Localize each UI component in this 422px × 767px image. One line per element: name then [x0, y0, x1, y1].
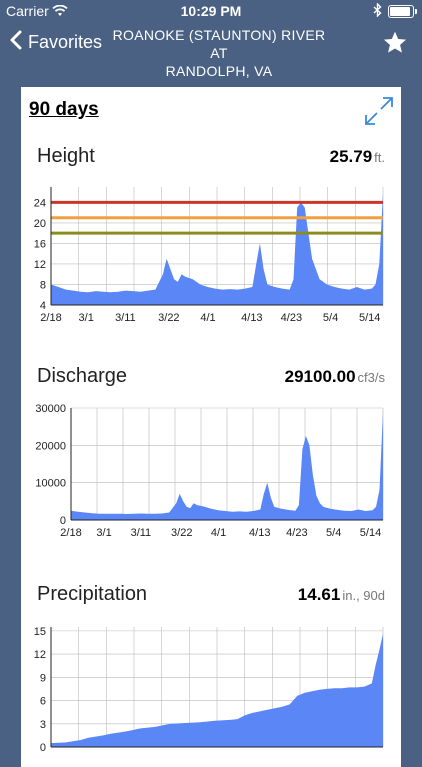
height-x-tick-label: 3/11 [115, 312, 136, 324]
back-button-label: Favorites [28, 32, 103, 52]
precipitation-y-tick-label: 9 [40, 672, 46, 684]
back-button[interactable]: Favorites [10, 30, 102, 55]
height-value: 25.79 ft. [330, 147, 385, 167]
battery-icon [388, 5, 417, 18]
precipitation-y-tick-label: 12 [34, 649, 46, 661]
precipitation-value: 14.61 in., 90d [298, 585, 385, 605]
precipitation-series-area [51, 633, 383, 747]
height-x-tick-label: 3/1 [79, 312, 94, 324]
discharge-x-tick-label: 3/22 [171, 527, 192, 539]
precipitation-title: Precipitation [37, 583, 148, 605]
discharge-y-tick-label: 20000 [35, 440, 66, 452]
height-x-tick-label: 4/1 [200, 312, 215, 324]
height-chart: 4 8 12 16 20 24 2/18 3/1 3/11 3/22 4/1 4/13 4/23 5/4 5… [34, 187, 384, 324]
chevron-left-icon [10, 30, 22, 55]
river-card: 90 days Height 25.79 ft. 4 8 12 16 20 24 2/18 3/… [21, 87, 401, 767]
range-label[interactable]: 90 days [29, 99, 99, 120]
discharge-x-tick-label: 4/13 [249, 527, 270, 539]
height-x-tick-label: 5/14 [359, 312, 380, 324]
height-title: Height [37, 145, 95, 167]
discharge-chart: 0 10000 20000 30000 2/18 3/1 3/11 3/22 4/1 4/13 4/… [35, 403, 384, 539]
discharge-x-tick-label: 5/14 [360, 527, 381, 539]
discharge-value-number: 29100.00 [284, 367, 356, 386]
height-x-tick-label: 5/4 [323, 312, 338, 324]
status-bar: Carrier 10:29 PM [0, 0, 422, 22]
discharge-x-tick-label: 5/4 [326, 527, 341, 539]
precipitation-y-tick-label: 15 [34, 626, 46, 638]
clock: 10:29 PM [180, 3, 242, 19]
height-y-tick-label: 4 [40, 300, 46, 312]
precipitation-y-tick-label: 3 [40, 719, 46, 731]
height-y-tick-label: 16 [34, 238, 46, 250]
carrier-label: Carrier [6, 3, 49, 19]
height-value-number: 25.79 [329, 147, 373, 166]
discharge-x-tick-label: 3/11 [131, 527, 152, 539]
wifi-icon [52, 4, 68, 20]
expand-icon[interactable] [363, 95, 395, 132]
height-x-tick-label: 2/18 [40, 312, 61, 324]
favorite-star-icon[interactable] [382, 30, 408, 61]
precipitation-value-number: 14.61 [297, 585, 341, 604]
precipitation-y-tick-label: 6 [40, 696, 46, 708]
height-y-tick-label: 12 [34, 259, 46, 271]
discharge-x-tick-label: 2/18 [60, 527, 81, 539]
height-unit: ft. [374, 150, 385, 165]
height-series-area [51, 193, 383, 305]
discharge-title: Discharge [37, 365, 128, 387]
discharge-unit: cf3/s [357, 370, 385, 385]
discharge-x-tick-label: 4/1 [211, 527, 226, 539]
discharge-x-tick-label: 4/23 [286, 527, 307, 539]
precipitation-y-tick-label: 0 [40, 742, 46, 754]
discharge-value: 29100.00 cf3/s [285, 367, 385, 387]
nav-bar: Favorites ROANOKE (STAUNTON) RIVER AT RA… [0, 22, 422, 79]
nav-title-line2: RANDOLPH, VA [165, 63, 273, 79]
height-x-tick-label: 3/22 [158, 312, 179, 324]
nav-title: ROANOKE (STAUNTON) RIVER AT RANDOLPH, VA [104, 26, 334, 80]
height-x-tick-label: 4/23 [281, 312, 302, 324]
height-y-tick-label: 8 [40, 279, 46, 291]
discharge-y-tick-label: 10000 [35, 478, 66, 490]
height-y-tick-label: 20 [34, 218, 46, 230]
discharge-y-tick-label: 0 [60, 515, 66, 527]
discharge-x-tick-label: 3/1 [96, 527, 111, 539]
bluetooth-icon [373, 2, 382, 20]
height-x-tick-label: 4/13 [241, 312, 262, 324]
height-y-tick-label: 24 [34, 197, 46, 209]
discharge-y-tick-label: 30000 [35, 403, 66, 415]
nav-title-line1: ROANOKE (STAUNTON) RIVER AT [112, 27, 326, 61]
precipitation-unit: in., 90d [342, 588, 385, 603]
precipitation-chart: 0 3 6 9 12 15 [34, 626, 384, 754]
discharge-series-area [71, 411, 383, 520]
